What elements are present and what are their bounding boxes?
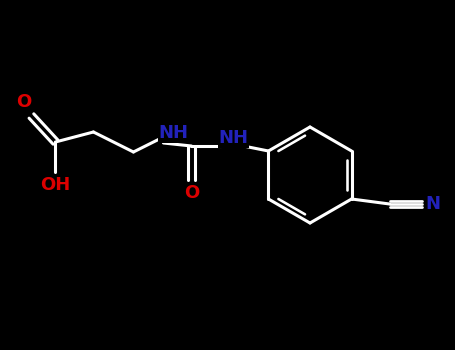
- Text: O: O: [16, 93, 31, 111]
- Text: NH: NH: [158, 124, 188, 142]
- Text: O: O: [184, 184, 199, 202]
- Text: OH: OH: [40, 176, 71, 194]
- Text: N: N: [425, 195, 440, 213]
- Text: NH: NH: [218, 129, 248, 147]
